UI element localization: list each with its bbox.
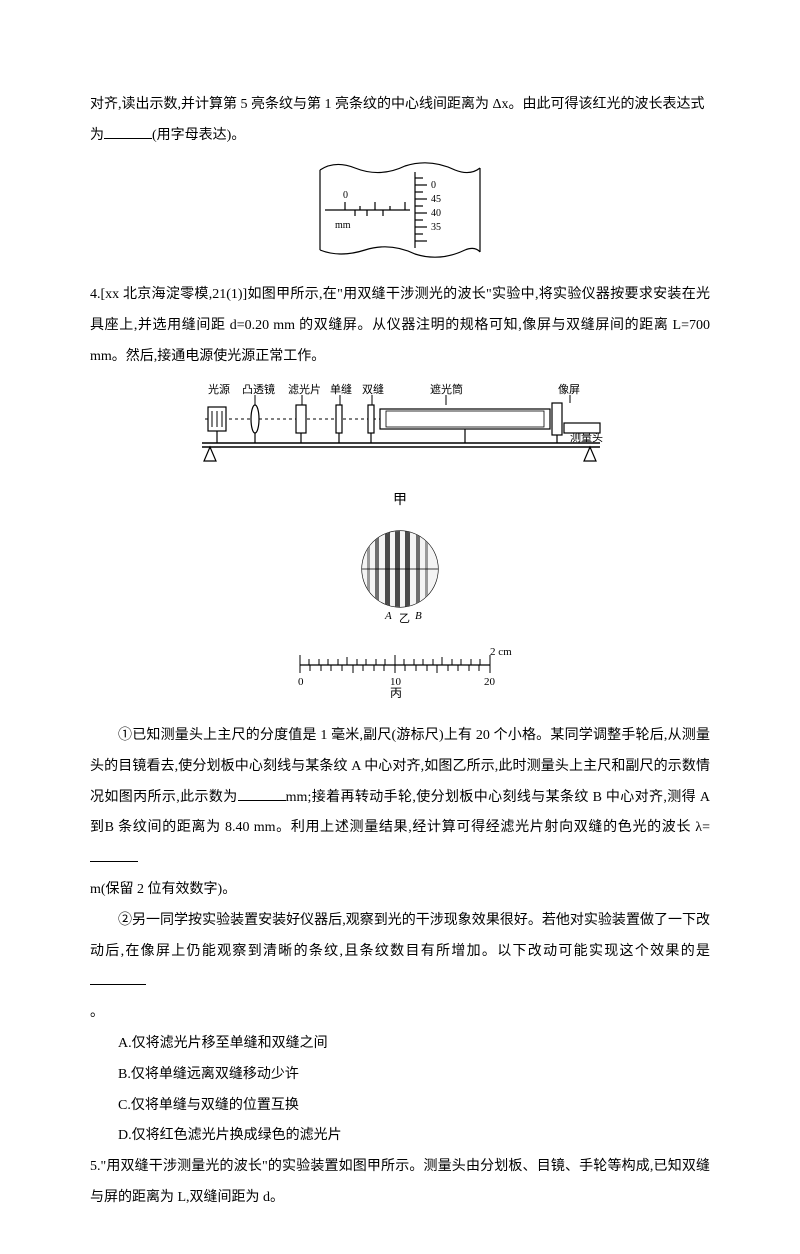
q4-part2-tail: 。 — [90, 998, 710, 1029]
thimble-tick-45: 45 — [431, 194, 441, 205]
label-double-slit: 双缝 — [362, 382, 384, 396]
figure-apparatus: 光源 凸透镜 滤光片 单缝 双缝 遮光筒 像屏 测量头 — [90, 381, 710, 517]
q4-text: 4.[xx 北京海淀零模,21(1)]如图甲所示,在"用双缝干涉测光的波长"实验… — [90, 287, 710, 364]
label-single-slit: 单缝 — [330, 382, 352, 396]
label-screen: 像屏 — [558, 383, 580, 396]
label-filter: 滤光片 — [288, 382, 321, 396]
vernier-ticks — [300, 665, 490, 673]
filter-plate — [296, 405, 306, 433]
label-tube: 遮光筒 — [430, 382, 463, 396]
rail-foot-left — [204, 447, 216, 461]
q4-part1: ①已知测量头上主尺的分度值是 1 毫米,副尺(游标尺)上有 20 个小格。某同学… — [90, 721, 710, 875]
q4-part1-tail: m(保留 2 位有效数字)。 — [90, 875, 710, 906]
fringe-stripes — [362, 531, 438, 607]
option-b: B.仅将单缝远离双缝移动少许 — [90, 1060, 710, 1091]
intro-text-2b: (用字母表达)。 — [152, 128, 245, 143]
thimble-tick-35: 35 — [431, 222, 441, 233]
figure-micrometer: 0 mm 0 45 40 35 — [90, 160, 710, 273]
q4-part2-a: ②另一同学按实验装置安装好仪器后,观察到光的干涉现象效果很好。若他对实验装置做了… — [90, 913, 710, 959]
intro-line2: 为 (用字母表达)。 — [90, 121, 710, 152]
q5-text: 5."用双缝干涉测量光的波长"的实验装置如图甲所示。测量头由分划板、目镜、手轮等… — [90, 1152, 710, 1214]
rail-foot-right — [584, 447, 596, 461]
lens-icon — [251, 405, 259, 433]
blank-mm-reading — [238, 786, 286, 801]
label-B: B — [415, 610, 422, 622]
mm-unit: mm — [335, 220, 351, 231]
mm-zero: 0 — [343, 190, 348, 201]
figure-fringe-pattern: A 乙 B — [90, 524, 710, 637]
caption-ruler: 丙 — [390, 686, 402, 700]
blank-option-answer — [90, 970, 146, 985]
option-c: C.仅将单缝与双缝的位置互换 — [90, 1091, 710, 1122]
intro-text-1: 对齐,读出示数,并计算第 5 亮条纹与第 1 亮条纹的中心线间距离为 Δx。由此… — [90, 97, 705, 112]
ruler-unit: 2 cm — [490, 646, 512, 658]
q4-part2-b: 。 — [90, 1005, 104, 1020]
blank-lambda — [90, 847, 138, 862]
caption-apparatus: 甲 — [90, 486, 710, 517]
caption-pattern: 乙 — [399, 612, 410, 624]
thimble-ticks — [415, 178, 427, 241]
intro-line: 对齐,读出示数,并计算第 5 亮条纹与第 1 亮条纹的中心线间距离为 Δx。由此… — [90, 90, 710, 121]
intro-text-2a: 为 — [90, 128, 104, 143]
micrometer-top-edge — [320, 162, 480, 172]
q4-part2: ②另一同学按实验装置安装好仪器后,观察到光的干涉现象效果很好。若他对实验装置做了… — [90, 906, 710, 998]
ruler-tick-20: 20 — [484, 676, 496, 688]
ruler-tick-0: 0 — [298, 676, 304, 688]
thimble-tick-40: 40 — [431, 208, 441, 219]
single-slit-plate — [336, 405, 342, 433]
label-source: 光源 — [208, 382, 230, 396]
light-tube — [380, 409, 550, 429]
blank-wavelength-expr — [104, 124, 152, 139]
double-slit-plate — [368, 405, 374, 433]
ruler-ticks — [300, 655, 490, 665]
figure-ruler: 0 10 20 2 cm 丙 — [90, 645, 710, 713]
label-A: A — [384, 610, 392, 622]
q4-part1-c: m(保留 2 位有效数字)。 — [90, 882, 236, 897]
option-a: A.仅将滤光片移至单缝和双缝之间 — [90, 1029, 710, 1060]
option-d: D.仅将红色滤光片换成绿色的滤光片 — [90, 1121, 710, 1152]
micrometer-bottom-edge — [320, 246, 480, 256]
measure-head-box — [564, 423, 600, 433]
q4-heading: 4.[xx 北京海淀零模,21(1)]如图甲所示,在"用双缝干涉测光的波长"实验… — [90, 280, 710, 372]
label-lens: 凸透镜 — [242, 382, 275, 396]
thimble-tick-0: 0 — [431, 180, 436, 191]
image-screen — [552, 403, 562, 435]
holder-posts — [217, 429, 557, 443]
